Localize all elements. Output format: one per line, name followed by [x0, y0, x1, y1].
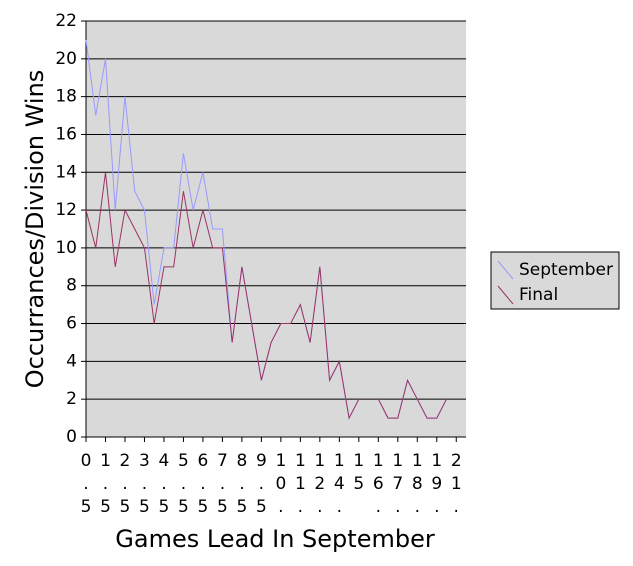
plot-area	[86, 21, 466, 437]
x-tick-label: 8.5	[236, 451, 247, 517]
x-tick-label: 6.5	[198, 451, 209, 517]
y-axis-title: Occurrances/Division Wins	[21, 70, 49, 389]
y-tick-label: 8	[66, 276, 77, 296]
x-tick-label: 2.5	[120, 451, 131, 517]
y-tick-label: 10	[55, 238, 77, 258]
y-tick-label: 18	[55, 87, 77, 107]
y-tick-label: 22	[55, 11, 77, 31]
x-tick-label: 9.5	[256, 451, 267, 517]
legend-swatch	[497, 260, 514, 280]
x-tick-label: 7.5	[217, 451, 228, 517]
y-tick-label: 4	[66, 351, 77, 371]
x-tick-label: 5.5	[178, 451, 189, 517]
legend-swatch	[497, 285, 514, 305]
legend-label: September	[519, 260, 613, 280]
legend-label: Final	[519, 285, 558, 305]
legend	[490, 251, 620, 310]
y-tick-label: 12	[55, 200, 77, 220]
y-tick-label: 0	[66, 427, 77, 447]
x-tick-label: 1.5	[100, 451, 111, 517]
x-tick-label: 4.5	[159, 451, 170, 517]
y-tick-label: 20	[55, 49, 77, 69]
y-tick-label: 6	[66, 314, 77, 334]
x-tick-label: 3.5	[139, 451, 150, 517]
x-axis-title: Games Lead In September	[115, 525, 435, 553]
y-tick-label: 14	[55, 162, 77, 182]
y-tick-label: 16	[55, 124, 77, 144]
x-tick-label: 0.5	[81, 451, 92, 517]
y-tick-label: 2	[66, 389, 77, 409]
